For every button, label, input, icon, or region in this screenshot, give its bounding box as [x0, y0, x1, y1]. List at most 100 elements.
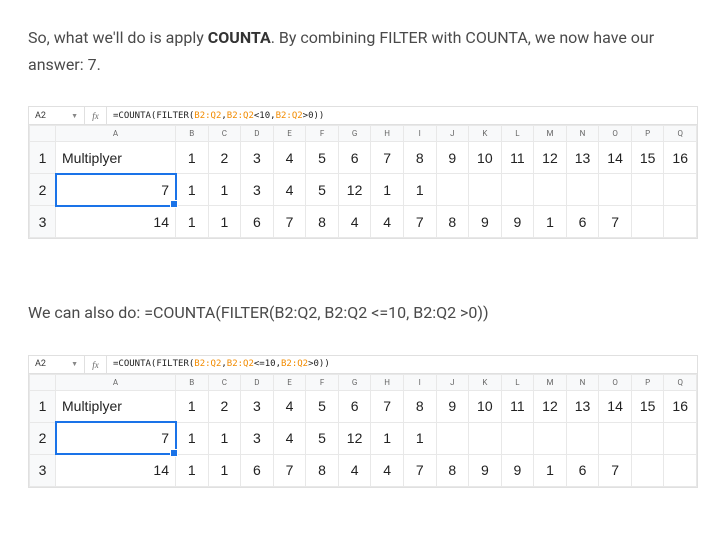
- cell[interactable]: 5: [306, 174, 339, 206]
- cell[interactable]: 6: [241, 206, 274, 238]
- cell[interactable]: 7: [273, 454, 306, 486]
- col-header[interactable]: E: [273, 126, 306, 142]
- cell[interactable]: [436, 174, 469, 206]
- col-header[interactable]: B: [176, 126, 209, 142]
- col-header[interactable]: C: [208, 374, 241, 390]
- col-header[interactable]: D: [241, 374, 274, 390]
- cell[interactable]: 15: [631, 142, 664, 174]
- sheet-grid[interactable]: A B C D E F G H I J K L M N O P Q 1: [29, 374, 697, 487]
- cell[interactable]: 1: [534, 454, 567, 486]
- cell[interactable]: [631, 174, 664, 206]
- cell[interactable]: 6: [338, 142, 371, 174]
- selected-cell[interactable]: 7: [56, 422, 176, 454]
- cell[interactable]: Multiplyer: [56, 390, 176, 422]
- select-all-corner[interactable]: [30, 126, 56, 142]
- cell[interactable]: 9: [436, 390, 469, 422]
- col-header[interactable]: I: [403, 126, 436, 142]
- cell[interactable]: [631, 206, 664, 238]
- col-header[interactable]: O: [599, 126, 632, 142]
- name-box[interactable]: A2 ▼: [29, 356, 85, 373]
- cell[interactable]: 8: [436, 454, 469, 486]
- cell[interactable]: 9: [436, 142, 469, 174]
- cell[interactable]: 11: [501, 142, 534, 174]
- formula-input[interactable]: =COUNTA(FILTER(B2:Q2, B2:Q2 <10, B2:Q2 >…: [107, 111, 330, 121]
- cell[interactable]: 15: [631, 390, 664, 422]
- col-header[interactable]: P: [631, 374, 664, 390]
- cell[interactable]: 2: [208, 142, 241, 174]
- select-all-corner[interactable]: [30, 374, 56, 390]
- col-header[interactable]: K: [469, 374, 502, 390]
- cell[interactable]: 4: [371, 206, 404, 238]
- cell[interactable]: 6: [241, 454, 274, 486]
- cell[interactable]: 1: [208, 174, 241, 206]
- cell[interactable]: 8: [436, 206, 469, 238]
- cell[interactable]: [566, 422, 599, 454]
- cell[interactable]: 4: [273, 422, 306, 454]
- cell[interactable]: [469, 422, 502, 454]
- cell[interactable]: 9: [469, 454, 502, 486]
- cell[interactable]: [631, 454, 664, 486]
- cell[interactable]: [631, 422, 664, 454]
- cell[interactable]: 10: [469, 390, 502, 422]
- cell[interactable]: 14: [56, 454, 176, 486]
- cell[interactable]: 1: [176, 390, 209, 422]
- col-header[interactable]: B: [176, 374, 209, 390]
- row-header[interactable]: 3: [30, 206, 56, 238]
- dropdown-icon[interactable]: ▼: [71, 360, 78, 368]
- cell[interactable]: 8: [403, 142, 436, 174]
- cell[interactable]: [599, 422, 632, 454]
- cell[interactable]: 7: [273, 206, 306, 238]
- col-header[interactable]: I: [403, 374, 436, 390]
- cell[interactable]: 1: [403, 422, 436, 454]
- cell[interactable]: 7: [403, 454, 436, 486]
- col-header[interactable]: A: [56, 374, 176, 390]
- cell[interactable]: [534, 422, 567, 454]
- cell[interactable]: 1: [371, 174, 404, 206]
- cell[interactable]: Multiplyer: [56, 142, 176, 174]
- cell[interactable]: 1: [371, 422, 404, 454]
- cell[interactable]: 9: [469, 206, 502, 238]
- col-header[interactable]: H: [371, 374, 404, 390]
- cell[interactable]: 1: [208, 454, 241, 486]
- cell[interactable]: [534, 174, 567, 206]
- cell[interactable]: [664, 206, 697, 238]
- col-header[interactable]: M: [534, 374, 567, 390]
- col-header[interactable]: D: [241, 126, 274, 142]
- cell[interactable]: 1: [208, 422, 241, 454]
- cell[interactable]: 4: [273, 174, 306, 206]
- cell[interactable]: 2: [208, 390, 241, 422]
- cell[interactable]: 4: [338, 454, 371, 486]
- cell[interactable]: 3: [241, 422, 274, 454]
- cell[interactable]: 10: [469, 142, 502, 174]
- cell[interactable]: [501, 422, 534, 454]
- cell[interactable]: [566, 174, 599, 206]
- col-header[interactable]: E: [273, 374, 306, 390]
- col-header[interactable]: Q: [664, 374, 697, 390]
- cell[interactable]: [664, 422, 697, 454]
- cell[interactable]: 8: [403, 390, 436, 422]
- cell[interactable]: 1: [208, 206, 241, 238]
- cell[interactable]: 1: [534, 206, 567, 238]
- cell[interactable]: [436, 422, 469, 454]
- cell[interactable]: 5: [306, 422, 339, 454]
- cell[interactable]: 1: [403, 174, 436, 206]
- cell[interactable]: 4: [371, 454, 404, 486]
- cell[interactable]: 7: [599, 206, 632, 238]
- row-header[interactable]: 3: [30, 454, 56, 486]
- cell[interactable]: 6: [566, 454, 599, 486]
- cell[interactable]: 3: [241, 174, 274, 206]
- cell[interactable]: 12: [338, 422, 371, 454]
- cell[interactable]: [599, 174, 632, 206]
- col-header[interactable]: J: [436, 126, 469, 142]
- cell[interactable]: [664, 174, 697, 206]
- dropdown-icon[interactable]: ▼: [71, 112, 78, 120]
- cell[interactable]: 14: [56, 206, 176, 238]
- cell[interactable]: 6: [566, 206, 599, 238]
- cell[interactable]: 7: [371, 390, 404, 422]
- col-header[interactable]: H: [371, 126, 404, 142]
- cell[interactable]: 8: [306, 454, 339, 486]
- cell[interactable]: 1: [176, 142, 209, 174]
- formula-input[interactable]: =COUNTA(FILTER(B2:Q2, B2:Q2 <=10, B2:Q2 …: [107, 359, 336, 369]
- cell[interactable]: [664, 454, 697, 486]
- cell[interactable]: 7: [371, 142, 404, 174]
